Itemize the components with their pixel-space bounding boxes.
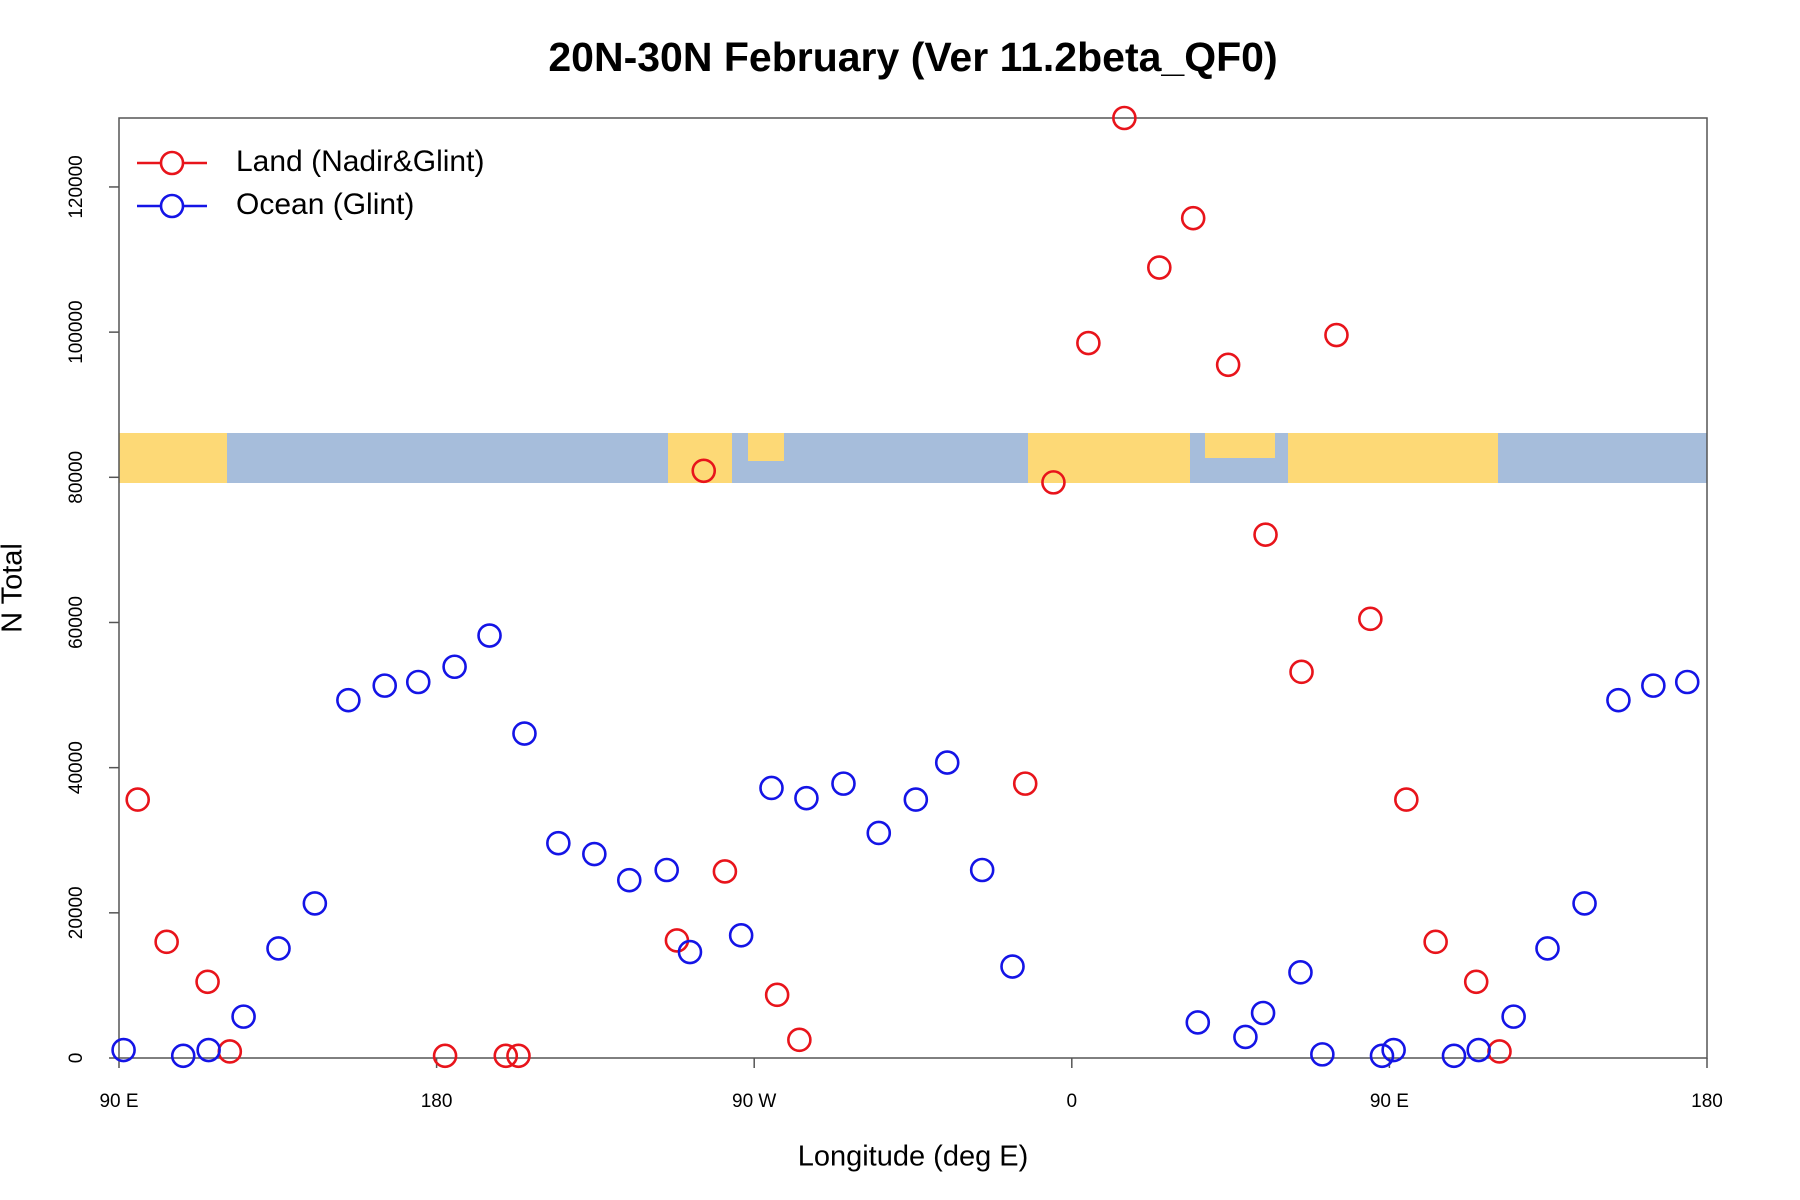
x-tick-label: 90 E: [1370, 1091, 1409, 1112]
point: [1233, 1024, 1258, 1050]
point: [1041, 470, 1066, 495]
map-land: [119, 433, 227, 483]
point: [691, 458, 717, 484]
point: [1394, 787, 1419, 812]
point: [1381, 1037, 1406, 1063]
point: [1215, 352, 1241, 378]
point: [154, 929, 179, 955]
point: [1641, 673, 1666, 698]
point: [934, 750, 960, 775]
point: [1501, 1004, 1526, 1029]
point: [111, 1037, 136, 1063]
legend-label: Land (Nadir&Glint): [236, 145, 484, 178]
point: [231, 1004, 256, 1029]
point: [1572, 891, 1597, 916]
point: [759, 775, 784, 801]
point: [712, 859, 738, 884]
point: [664, 928, 690, 953]
point: [1012, 771, 1038, 796]
point: [372, 673, 398, 698]
point: [1463, 969, 1489, 995]
point: [1076, 330, 1101, 356]
point: [1466, 1037, 1491, 1063]
map-land: [748, 433, 784, 461]
point: [677, 939, 703, 965]
y-tick-label: 40000: [66, 741, 87, 794]
map-land: [1028, 433, 1190, 483]
y-tick-label: 0: [66, 1053, 87, 1064]
point: [195, 969, 220, 995]
point: [1487, 1039, 1512, 1064]
point: [1147, 255, 1172, 280]
point: [654, 857, 679, 883]
point: [217, 1039, 243, 1064]
point: [506, 1043, 531, 1069]
map-land: [668, 433, 732, 483]
x-tick-label: 90 E: [99, 1091, 138, 1112]
point: [336, 687, 361, 713]
map-band: [119, 433, 1707, 483]
point: [1112, 105, 1137, 131]
point: [1288, 960, 1313, 985]
point: [903, 787, 929, 812]
point: [1310, 1042, 1335, 1067]
point: [1324, 322, 1349, 348]
point: [1289, 659, 1314, 685]
point: [616, 867, 642, 893]
point: [1674, 669, 1700, 695]
point: [582, 841, 607, 867]
point: [1253, 522, 1278, 547]
plot-frame: [118, 117, 1708, 1059]
legend-marker: [159, 193, 185, 219]
point: [969, 857, 995, 883]
point: [477, 623, 502, 648]
point: [512, 721, 537, 746]
point: [866, 820, 892, 846]
point: [1441, 1043, 1467, 1069]
point: [794, 785, 819, 811]
y-tick-label: 20000: [66, 886, 87, 939]
point: [1535, 936, 1560, 961]
point: [125, 787, 151, 812]
chart-title: 20N-30N February (Ver 11.2beta_QF0): [548, 34, 1277, 80]
point: [1250, 1000, 1276, 1026]
y-tick-label: 80000: [66, 451, 87, 504]
point: [764, 982, 790, 1008]
x-tick-label: 180: [421, 1091, 453, 1112]
x-tick-label: 90 W: [732, 1091, 776, 1112]
y-tick-label: 60000: [66, 596, 87, 649]
point: [405, 669, 431, 695]
point: [831, 771, 856, 796]
point: [493, 1043, 519, 1069]
point: [1606, 687, 1631, 713]
y-axis-title: N Total: [0, 543, 29, 633]
point: [1185, 1010, 1211, 1035]
x-tick-label: 0: [1067, 1091, 1078, 1112]
y-tick-label: 120000: [66, 155, 87, 218]
point: [266, 936, 291, 961]
point: [170, 1043, 196, 1069]
point: [1358, 606, 1383, 632]
point: [302, 891, 328, 916]
point: [546, 830, 571, 856]
point: [1423, 929, 1448, 955]
legend-marker: [159, 150, 185, 176]
point: [432, 1043, 458, 1069]
legend-label: Ocean (Glint): [236, 188, 414, 221]
x-axis-title: Longitude (deg E): [798, 1141, 1029, 1173]
point: [1369, 1043, 1395, 1069]
point: [728, 923, 754, 948]
point: [1180, 205, 1206, 231]
map-land: [1288, 433, 1498, 483]
y-tick-label: 100000: [66, 300, 87, 363]
point: [442, 654, 467, 680]
point: [196, 1037, 221, 1063]
x-tick-label: 180: [1691, 1091, 1723, 1112]
point: [1000, 954, 1025, 979]
map-land: [1205, 433, 1275, 458]
point: [787, 1027, 812, 1053]
